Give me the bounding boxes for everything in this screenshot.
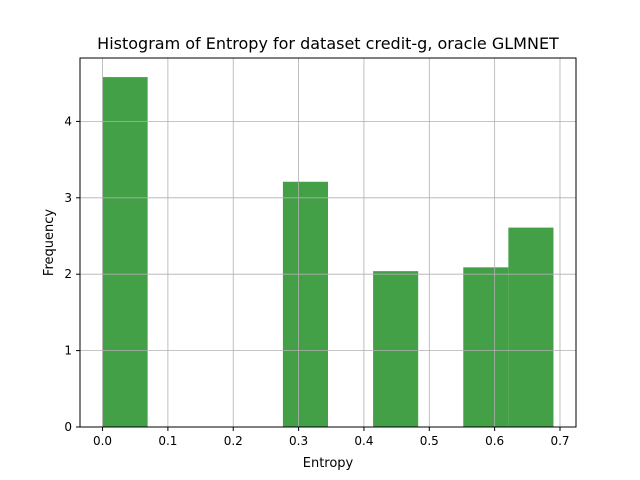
histogram-bar-9 bbox=[508, 227, 554, 427]
x-tick-label-5: 0.5 bbox=[420, 434, 439, 448]
histogram-bar-8 bbox=[463, 267, 509, 427]
bars-group bbox=[102, 77, 554, 428]
histogram-bar-0 bbox=[102, 77, 148, 428]
x-tick-label-7: 0.7 bbox=[550, 434, 569, 448]
y-tick-label-2: 2 bbox=[64, 267, 72, 281]
x-tick-label-1: 0.1 bbox=[158, 434, 177, 448]
y-axis-ticks: 0 1 2 3 4 bbox=[64, 114, 80, 434]
plot-frame bbox=[79, 57, 577, 428]
y-axis-label: Frequency bbox=[42, 209, 57, 276]
x-tick-label-2: 0.2 bbox=[224, 434, 243, 448]
y-tick-label-0: 0 bbox=[64, 420, 72, 434]
y-tick-label-1: 1 bbox=[64, 344, 72, 358]
x-tick-label-0: 0.0 bbox=[93, 434, 112, 448]
x-axis-ticks: 0.0 0.1 0.2 0.3 0.4 0.5 0.6 0.7 bbox=[93, 427, 570, 448]
x-tick-label-3: 0.3 bbox=[289, 434, 308, 448]
histogram-bar-4 bbox=[282, 181, 328, 427]
chart-title: Histogram of Entropy for dataset credit-… bbox=[97, 34, 559, 53]
y-tick-label-4: 4 bbox=[64, 114, 72, 128]
histogram-bar-6 bbox=[373, 271, 419, 427]
x-tick-label-6: 0.6 bbox=[485, 434, 504, 448]
x-axis-label: Entropy bbox=[303, 456, 354, 471]
y-tick-label-3: 3 bbox=[64, 191, 72, 205]
x-tick-label-4: 0.4 bbox=[354, 434, 373, 448]
